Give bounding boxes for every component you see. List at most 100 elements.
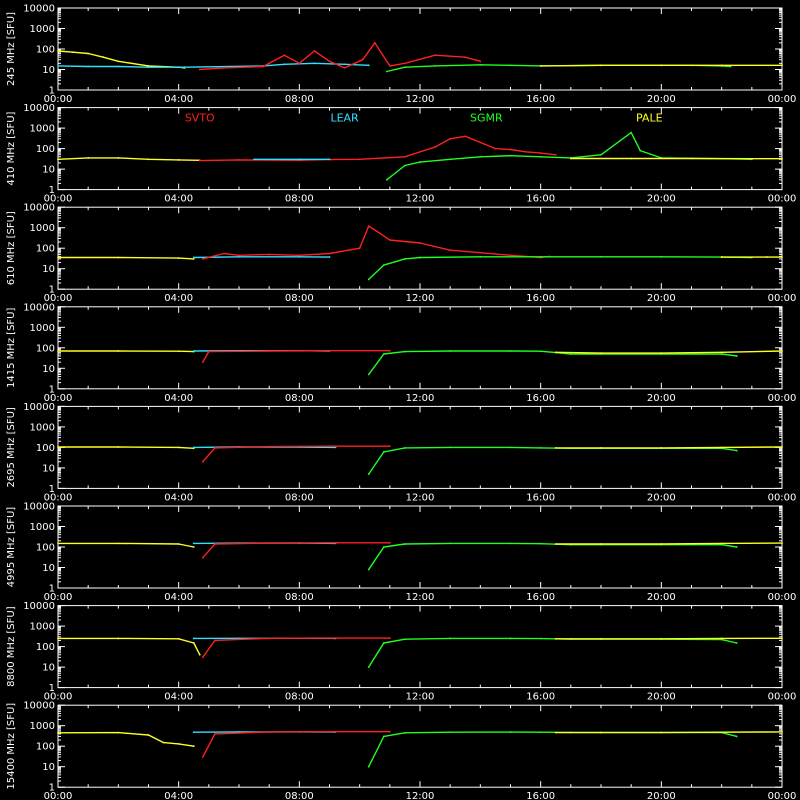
series-pale-line [57,157,200,161]
series-pale-point [87,52,90,55]
y-tick-label: 10 [42,762,55,773]
series-lear-point [183,66,186,69]
y-tick-label: 100 [36,642,55,653]
series-pale-line [58,446,194,449]
x-tick-label: 00:00 [768,791,797,800]
y-axis-label: 4995 MHz [SFU] [6,507,17,588]
y-tick-label: 100 [36,45,55,56]
y-tick-label: 1 [49,584,55,595]
series-sgmr-point [509,446,512,449]
series-svto-line [202,637,390,658]
y-tick-label: 1000 [30,24,55,35]
series-svto-point [328,445,331,448]
series-pale-point [781,157,783,160]
series-svto-point [464,56,467,59]
series-pale-point [87,157,90,159]
y-tick-label: 10000 [23,701,55,712]
series-pale-point [117,731,120,734]
series-lear-point [328,256,331,258]
series-sgmr-point [367,473,370,475]
series-svto-point [268,542,271,544]
panel-frame [57,306,783,390]
y-tick-label: 10 [42,563,55,574]
series-pale-point [660,543,663,545]
series-lear-point [192,637,195,640]
series-svto-point [464,135,467,138]
y-axis-label: 8800 MHz [SFU] [6,606,17,687]
series-svto-point [238,159,240,161]
series-svto-point [479,60,482,63]
series-sgmr-point [735,355,738,357]
series-svto-point [524,150,527,153]
series-svto-point [268,350,271,352]
series-svto-point [449,137,452,140]
series-svto-point [388,239,391,241]
legend-svto: SVTO [185,112,215,125]
series-sgmr-point [509,731,512,733]
x-tick-label: 20:00 [647,293,676,304]
series-pale-point [600,543,602,545]
series-svto-point [213,732,216,735]
x-tick-label: 12:00 [406,692,435,703]
series-lear-point [328,158,331,161]
series-svto-point [449,249,452,252]
x-tick-label: 12:00 [406,592,435,603]
series-pale-point [57,256,59,259]
series-lear-point [192,350,195,352]
panel-7: 1 10 100 1000 10000 15400 MHz [SFU] 00:00 04:00… [6,701,796,800]
series-sgmr-point [419,256,421,259]
series-pale-point [57,637,59,640]
series-lear-point [238,255,240,258]
series-sgmr-point [367,278,370,281]
panel-6: 1 10 100 1000 10000 8800 MHz [SFU] 00:00 04:00 0… [6,601,796,703]
series-sgmr-point [404,258,406,260]
series-sgmr-point [539,155,542,158]
series-sgmr-point [382,451,385,453]
series-sgmr-point [367,765,370,768]
series-pale-point [147,158,150,161]
series-lear-point [283,63,286,66]
series-svto-point [388,64,391,67]
x-tick-label: 12:00 [406,492,435,503]
series-svto-point [343,66,346,69]
panel-frame [57,7,783,91]
series-svto-point [328,252,331,255]
series-sgmr-point [639,149,642,152]
series-pale-point [554,446,557,449]
series-pale-point [690,157,693,160]
series-sgmr-point [449,350,452,352]
x-tick-label: 12:00 [406,94,435,105]
y-tick-label: 1000 [30,223,55,234]
y-tick-label: 100 [36,244,55,255]
series-pale-point [600,446,602,449]
series-svto-point [238,254,240,257]
series-sgmr-point [729,65,732,68]
y-tick-label: 10 [42,463,55,474]
series-pale-point [117,157,120,159]
x-tick-label: 00:00 [768,393,797,404]
series-sgmr-point [434,64,436,67]
y-tick-label: 10000 [23,601,55,612]
y-tick-label: 10000 [23,402,55,413]
series-pale-point [750,157,753,160]
series-pale-point [147,64,150,67]
x-tick-label: 16:00 [526,791,555,800]
series-pale-point [177,446,180,449]
x-tick-label: 16:00 [526,692,555,703]
series-lear-point [253,158,255,161]
series-svto-point [388,730,391,733]
series-pale-line [555,350,783,354]
series-svto-point [379,232,382,235]
y-tick-label: 1 [49,86,55,97]
series-svto-point [201,656,204,659]
series-svto-point [198,68,201,71]
series-pale-point [162,741,165,744]
series-pale-line [58,637,201,656]
x-tick-label: 20:00 [647,393,676,404]
series-pale-line [58,256,194,260]
x-tick-label: 04:00 [164,194,193,205]
series-sgmr-point [509,350,512,352]
series-pale-point [554,543,557,545]
series-svto-point [367,225,370,227]
